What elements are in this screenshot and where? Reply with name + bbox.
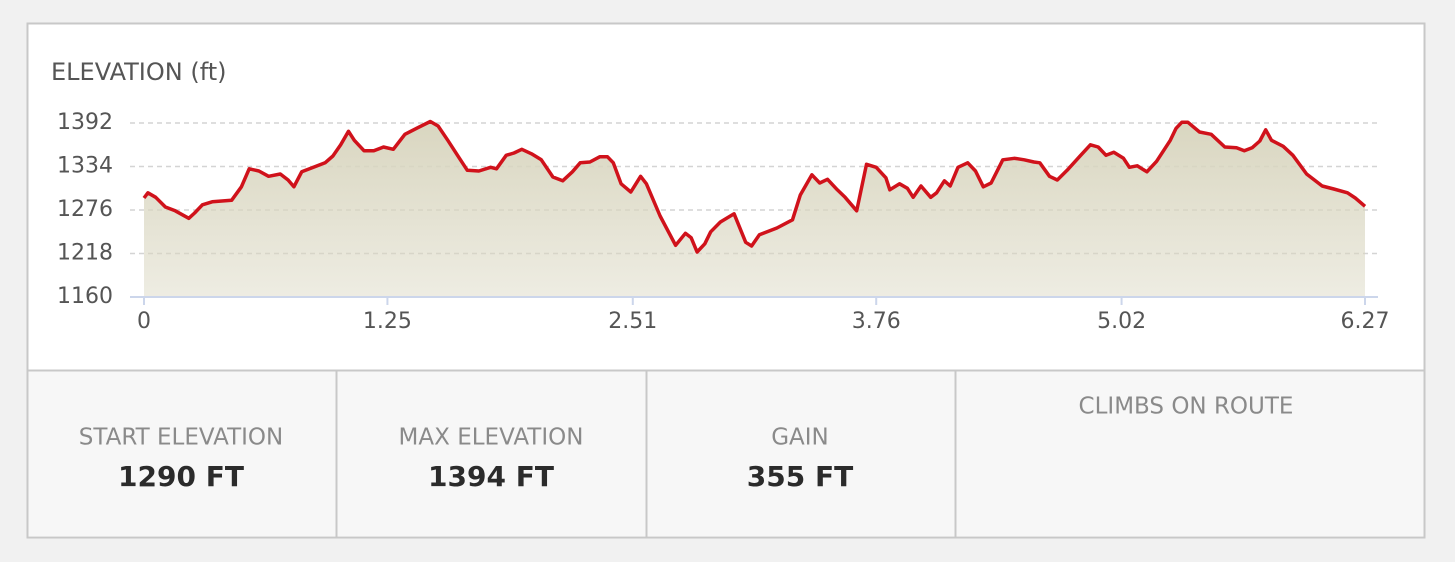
stat-value: 355 FT <box>747 460 853 493</box>
stat-label: GAIN <box>771 425 829 451</box>
x-tick-label: 6.27 <box>1341 309 1390 334</box>
climbs-title: CLIMBS ON ROUTE <box>1079 394 1294 420</box>
x-tick-label: 5.02 <box>1097 309 1146 334</box>
y-tick-label: 1276 <box>57 197 113 222</box>
x-tick-label: 1.25 <box>363 309 412 334</box>
stat-value: 1290 FT <box>118 460 244 493</box>
y-tick-label: 1334 <box>57 154 113 179</box>
stats-panel <box>28 370 1424 536</box>
y-tick-label: 1160 <box>57 284 113 309</box>
x-tick-label: 0 <box>137 309 151 334</box>
y-tick-label: 1392 <box>57 110 113 135</box>
area-fill <box>144 121 1365 297</box>
stat-label: MAX ELEVATION <box>399 425 584 451</box>
x-tick-label: 2.51 <box>608 309 657 334</box>
elevation-line <box>142 119 1367 254</box>
stat-label: START ELEVATION <box>79 425 284 451</box>
y-tick-label: 1218 <box>57 241 113 266</box>
x-tick-label: 3.76 <box>852 309 901 334</box>
stat-value: 1394 FT <box>428 460 554 493</box>
chart-title: ELEVATION (ft) <box>51 58 227 86</box>
